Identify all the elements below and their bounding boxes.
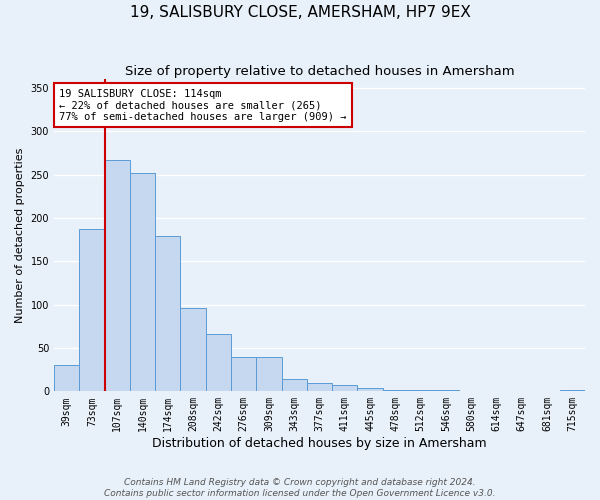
Bar <box>130 173 155 392</box>
Bar <box>433 390 458 392</box>
Bar <box>281 379 307 392</box>
Bar <box>383 390 408 392</box>
Bar <box>332 386 358 392</box>
Bar <box>104 160 130 392</box>
Bar <box>181 308 206 392</box>
Bar <box>79 229 104 392</box>
Bar <box>560 390 585 392</box>
Bar <box>256 356 281 392</box>
Text: 19, SALISBURY CLOSE, AMERSHAM, HP7 9EX: 19, SALISBURY CLOSE, AMERSHAM, HP7 9EX <box>130 5 470 20</box>
Text: Contains HM Land Registry data © Crown copyright and database right 2024.
Contai: Contains HM Land Registry data © Crown c… <box>104 478 496 498</box>
Bar <box>358 388 383 392</box>
Title: Size of property relative to detached houses in Amersham: Size of property relative to detached ho… <box>125 65 514 78</box>
Bar <box>155 236 181 392</box>
Bar <box>54 366 79 392</box>
Bar <box>307 382 332 392</box>
Bar <box>408 390 433 392</box>
Bar <box>206 334 231 392</box>
Y-axis label: Number of detached properties: Number of detached properties <box>15 148 25 323</box>
Bar <box>231 356 256 392</box>
X-axis label: Distribution of detached houses by size in Amersham: Distribution of detached houses by size … <box>152 437 487 450</box>
Text: 19 SALISBURY CLOSE: 114sqm
← 22% of detached houses are smaller (265)
77% of sem: 19 SALISBURY CLOSE: 114sqm ← 22% of deta… <box>59 88 347 122</box>
